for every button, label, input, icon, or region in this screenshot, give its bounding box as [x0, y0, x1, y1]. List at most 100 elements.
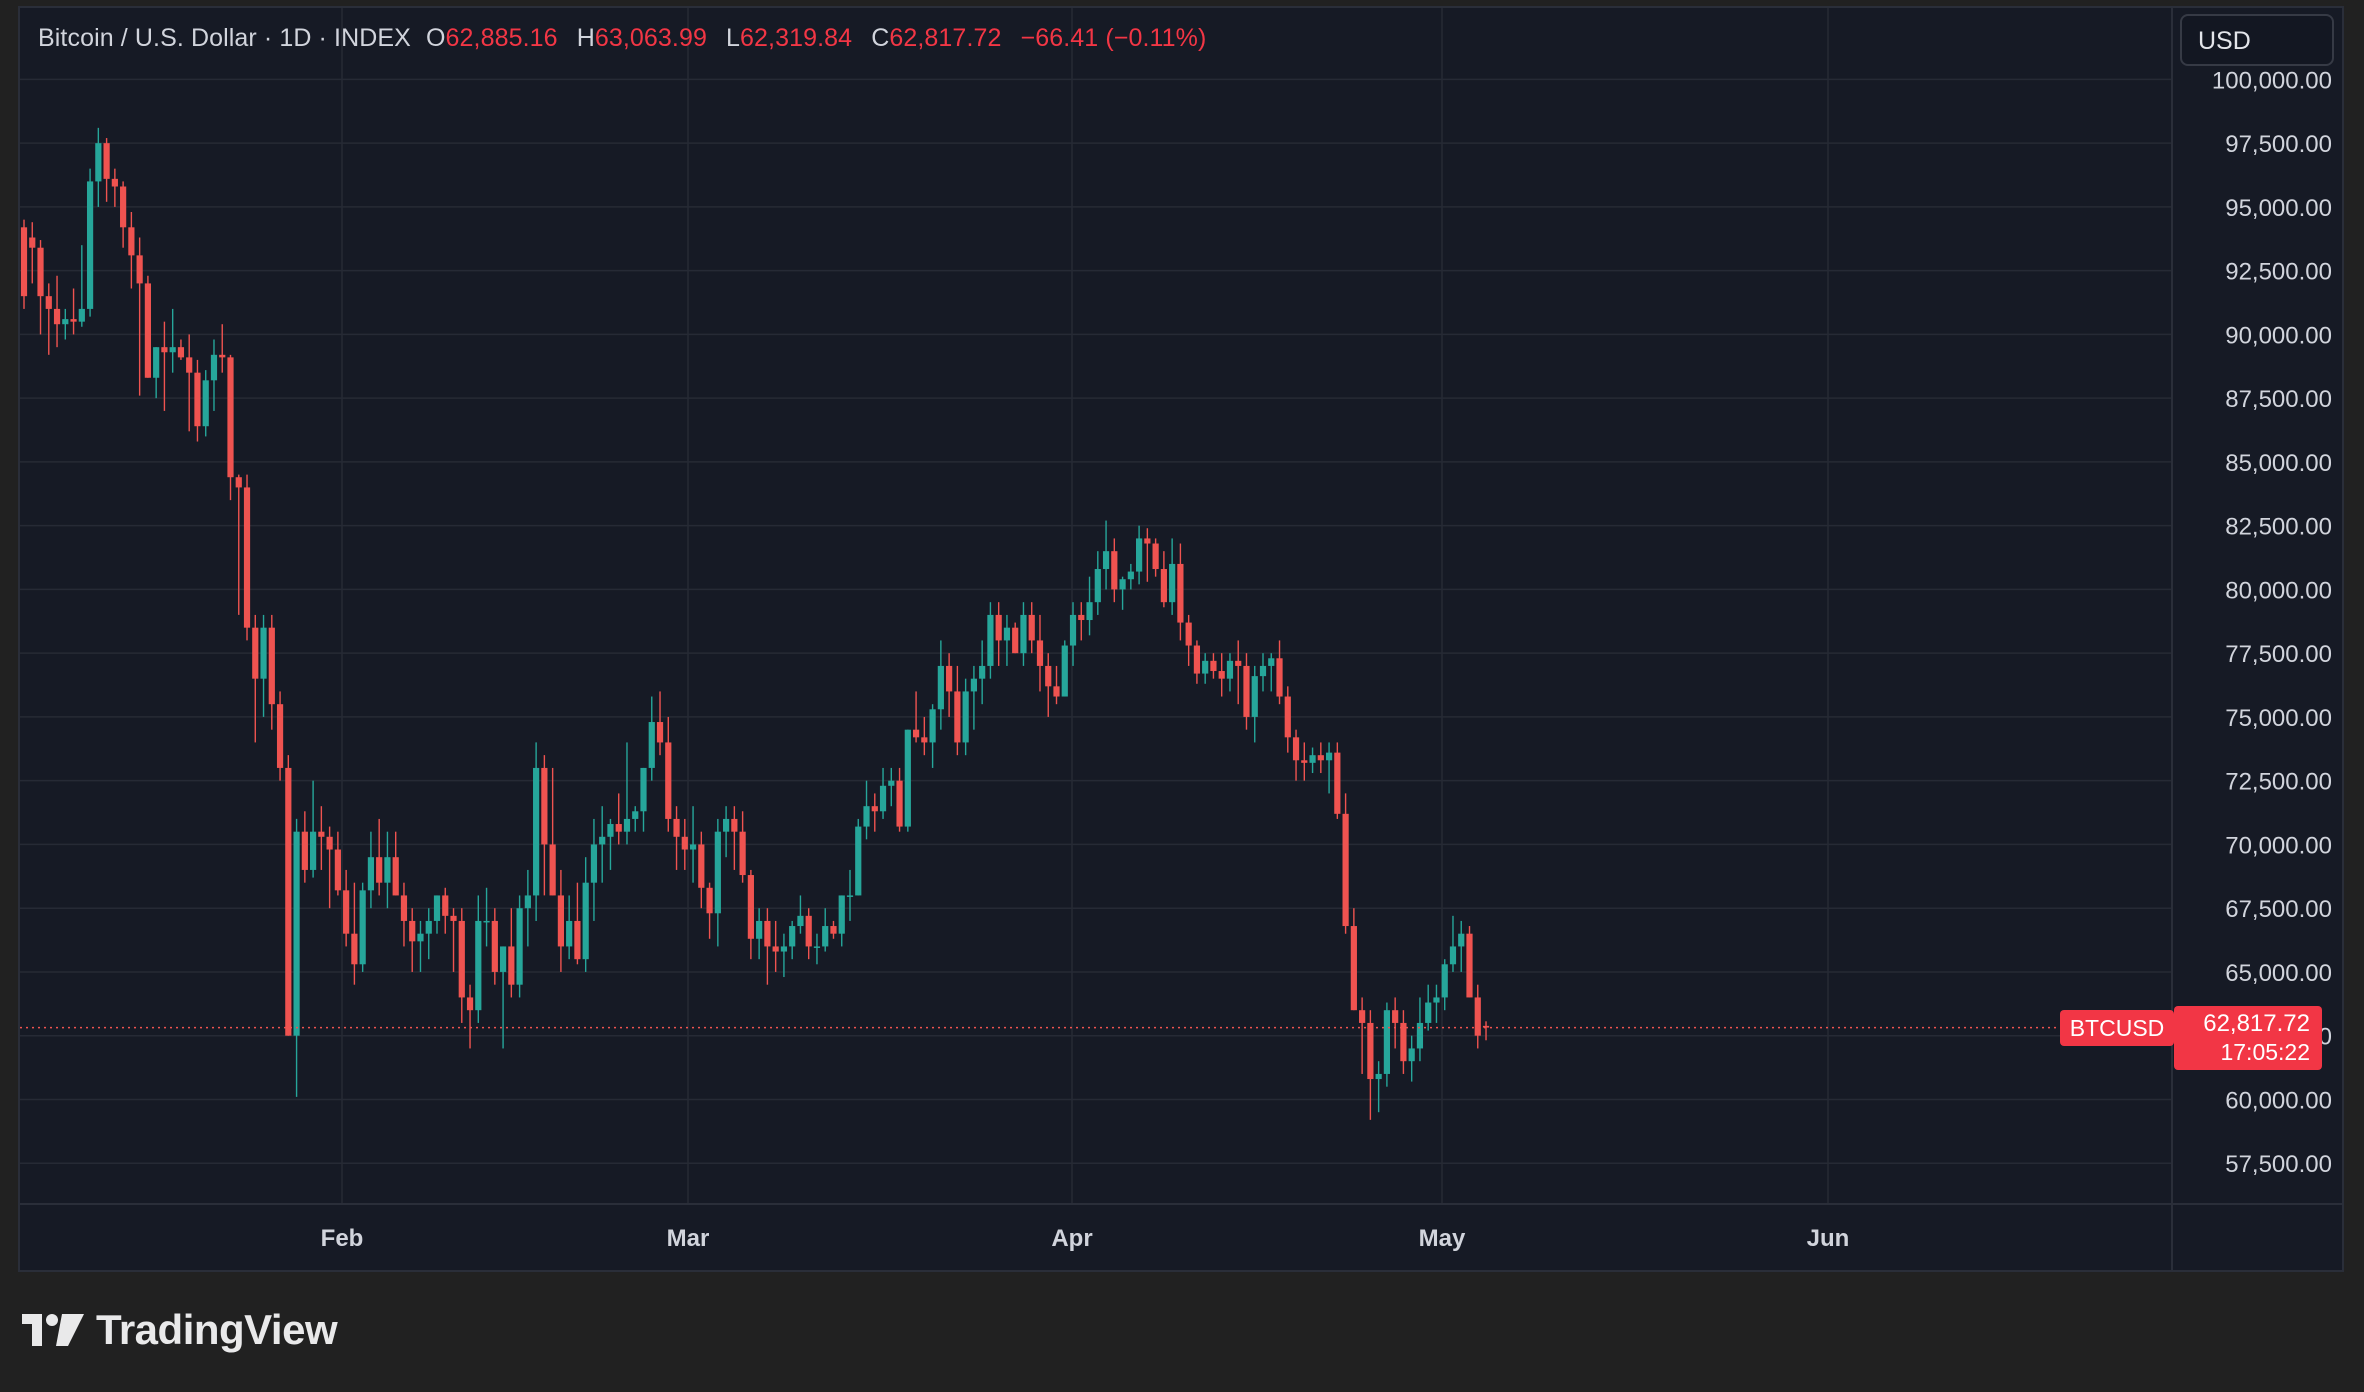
- candle: [1392, 997, 1399, 1049]
- candle-body: [235, 477, 242, 488]
- candle-body: [846, 895, 854, 897]
- candle: [1210, 653, 1217, 679]
- candle-body: [937, 665, 944, 710]
- candle: [1416, 997, 1424, 1062]
- candle: [1342, 793, 1349, 934]
- candle: [37, 240, 44, 335]
- candle: [1466, 926, 1473, 998]
- candle-body: [698, 844, 705, 888]
- candle-body: [1383, 1010, 1390, 1074]
- candle: [1086, 576, 1093, 636]
- candle: [995, 602, 1002, 666]
- candle: [789, 920, 796, 960]
- candle-body: [582, 882, 589, 960]
- candle-body: [1392, 1010, 1399, 1023]
- candle: [194, 359, 201, 442]
- candle-body: [1045, 665, 1052, 687]
- y-tick-label: 77,500.00: [2225, 641, 2332, 668]
- last-price-value: 62,817.72: [2203, 1010, 2310, 1037]
- candle: [689, 806, 697, 883]
- candle-body: [995, 614, 1002, 641]
- candle: [1202, 653, 1209, 684]
- candle-body: [1119, 579, 1126, 590]
- candle-body: [186, 357, 193, 373]
- candle: [962, 678, 969, 756]
- candle: [243, 474, 251, 641]
- candle: [574, 882, 581, 965]
- candle: [970, 665, 977, 730]
- candle-body: [1028, 614, 1035, 641]
- candle-body: [888, 780, 895, 786]
- candle: [1185, 614, 1192, 666]
- candle-body: [1251, 676, 1258, 717]
- candle-body: [1177, 563, 1184, 623]
- candle: [1251, 665, 1258, 743]
- last-price-tag: 62,817.72 17:05:22: [2174, 1006, 2322, 1070]
- candle-body: [1334, 752, 1341, 814]
- candle-body: [466, 997, 474, 1011]
- candle: [425, 908, 432, 960]
- candle: [1433, 984, 1440, 1023]
- candle-body: [1301, 760, 1308, 763]
- candle: [1020, 602, 1027, 666]
- candle-body: [392, 857, 399, 896]
- candle-body: [879, 785, 887, 812]
- candle: [219, 324, 226, 373]
- candle-body: [574, 920, 581, 960]
- candle: [946, 653, 953, 717]
- candle: [1193, 640, 1201, 684]
- candle: [376, 818, 383, 896]
- candlestick-chart[interactable]: 57,500.0060,000.0062,500.0065,000.0067,5…: [20, 8, 2342, 1270]
- candles: [20, 127, 1490, 1120]
- candle: [1425, 984, 1432, 1031]
- chart-panel[interactable]: 57,500.0060,000.0062,500.0065,000.0067,5…: [18, 6, 2344, 1272]
- tradingview-logo-icon: [22, 1314, 84, 1346]
- candle-body: [756, 920, 763, 939]
- candle: [1012, 622, 1019, 654]
- candle-body: [557, 895, 564, 947]
- candle: [1111, 538, 1118, 603]
- candle-body: [1078, 614, 1085, 621]
- candle-body: [962, 691, 969, 743]
- candle: [392, 831, 399, 896]
- candle-body: [227, 357, 234, 478]
- brand-watermark[interactable]: TradingView: [22, 1304, 338, 1356]
- candle: [20, 219, 28, 309]
- candle-body: [367, 857, 375, 891]
- candle-body: [210, 354, 218, 381]
- brand-name: TradingView: [96, 1306, 338, 1353]
- candle: [103, 138, 110, 202]
- candle: [301, 811, 308, 883]
- candle-body: [632, 811, 639, 819]
- candle: [483, 887, 490, 947]
- currency-button[interactable]: USD: [2180, 14, 2334, 66]
- candle: [805, 908, 812, 960]
- candle-body: [202, 380, 209, 427]
- candle-body: [1367, 1022, 1374, 1080]
- candle: [1235, 640, 1242, 705]
- candle-body: [656, 722, 664, 743]
- candle-body: [508, 946, 515, 985]
- candle-body: [789, 926, 796, 947]
- candle: [235, 474, 242, 615]
- candle: [318, 806, 325, 870]
- candle-body: [772, 946, 779, 952]
- candle-body: [1449, 946, 1457, 965]
- candle: [400, 882, 408, 947]
- candle: [698, 831, 705, 909]
- candle: [912, 691, 920, 743]
- candle: [756, 908, 763, 960]
- candle-body: [1160, 569, 1167, 603]
- candle-body: [450, 915, 457, 921]
- candle-body: [45, 296, 52, 309]
- candle: [120, 181, 127, 248]
- candle-body: [334, 849, 341, 891]
- candle-body: [1466, 933, 1473, 998]
- candle-body: [1193, 645, 1201, 674]
- candle-body: [1102, 551, 1110, 570]
- candle: [1400, 1010, 1407, 1074]
- axes: 57,500.0060,000.0062,500.0065,000.0067,5…: [20, 8, 2342, 1270]
- candle-body: [1268, 658, 1275, 666]
- candle-body: [268, 627, 275, 705]
- candle-body: [979, 665, 986, 679]
